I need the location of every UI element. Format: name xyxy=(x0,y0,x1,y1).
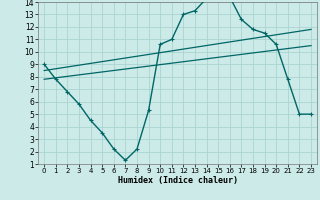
X-axis label: Humidex (Indice chaleur): Humidex (Indice chaleur) xyxy=(118,176,238,185)
